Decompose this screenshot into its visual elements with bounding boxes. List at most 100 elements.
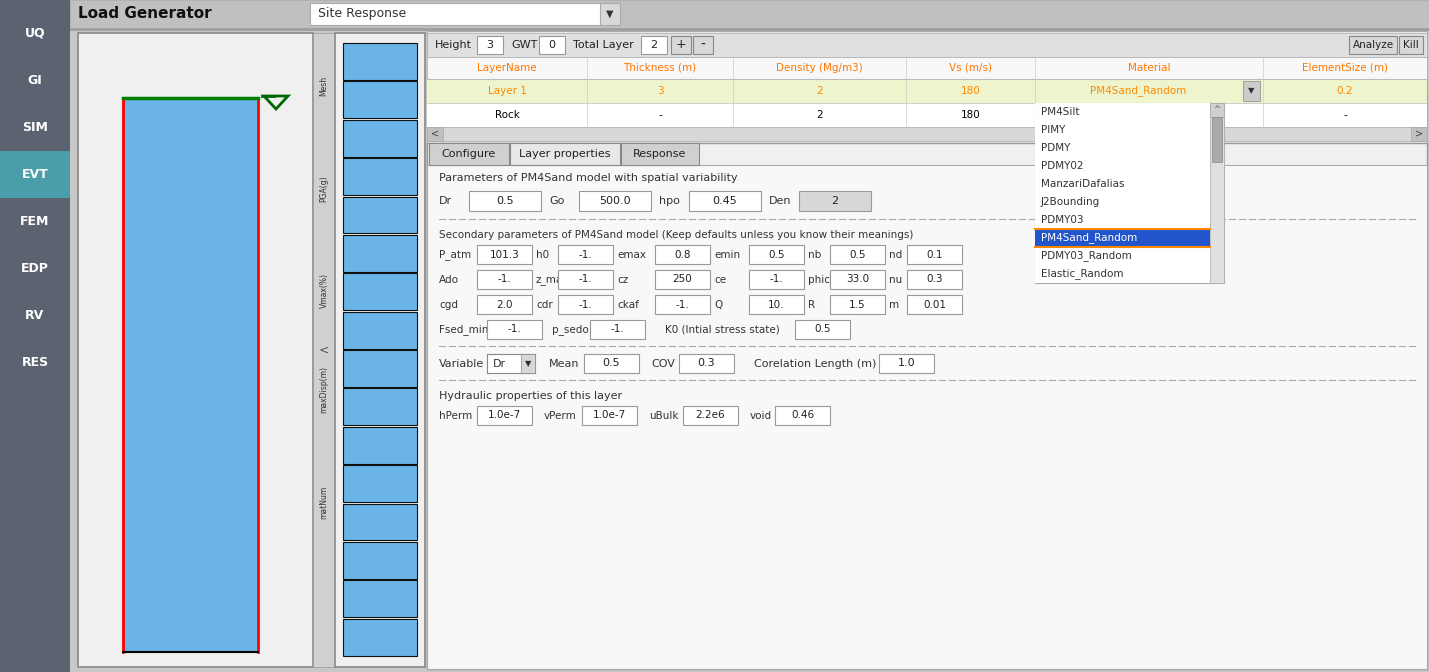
Text: hPerm: hPerm (439, 411, 472, 421)
Bar (557, 295, 613, 314)
Text: matNum: matNum (320, 486, 329, 519)
Text: Layer 1: Layer 1 (487, 86, 526, 96)
Text: -1.: -1. (770, 274, 783, 284)
Text: 0.5: 0.5 (769, 249, 785, 259)
Text: 0.01: 0.01 (923, 300, 946, 310)
Bar (907, 245, 962, 264)
Text: Site Response: Site Response (319, 7, 406, 21)
Bar (343, 274, 417, 310)
Text: h0: h0 (536, 250, 549, 260)
Bar (1035, 265, 1210, 283)
Text: <: < (432, 129, 439, 139)
Bar (1035, 175, 1210, 193)
Bar (343, 427, 417, 464)
Bar (654, 245, 710, 264)
Bar (830, 270, 885, 289)
Text: Layer properties: Layer properties (519, 149, 610, 159)
Text: Vmax(%): Vmax(%) (320, 273, 329, 308)
Bar (590, 320, 644, 339)
Text: ▼: ▼ (524, 360, 532, 368)
Bar (427, 57, 1428, 79)
Text: emax: emax (617, 250, 646, 260)
Text: Mesh: Mesh (320, 77, 329, 96)
Text: ElementSize (m): ElementSize (m) (1302, 63, 1388, 73)
Text: 101.3: 101.3 (490, 249, 519, 259)
Text: Height: Height (434, 40, 472, 50)
Bar (799, 191, 872, 211)
Text: 2: 2 (650, 40, 657, 50)
Text: 1.0e-7: 1.0e-7 (593, 411, 626, 421)
Text: Configure: Configure (442, 149, 496, 159)
Text: Analyze: Analyze (1352, 40, 1393, 50)
Bar (1035, 193, 1210, 211)
Text: PDMY03_Random: PDMY03_Random (1040, 251, 1132, 261)
Text: COV: COV (652, 359, 674, 369)
Bar (654, 270, 710, 289)
Text: 250: 250 (673, 274, 693, 284)
Text: Hydraulic properties of this layer: Hydraulic properties of this layer (439, 391, 622, 401)
Text: 2: 2 (816, 110, 823, 120)
Bar (1035, 157, 1210, 175)
Text: Q: Q (714, 300, 722, 310)
Text: 500.0: 500.0 (599, 196, 630, 206)
Text: Material: Material (1127, 63, 1170, 73)
Bar (907, 295, 962, 314)
Bar (79, 33, 313, 667)
Bar (0, 151, 70, 198)
Text: vPerm: vPerm (544, 411, 577, 421)
Text: -1.: -1. (610, 325, 624, 335)
Text: ce: ce (714, 275, 726, 285)
Text: PDMY03: PDMY03 (1040, 215, 1083, 225)
Bar (1210, 103, 1225, 283)
Bar (477, 406, 532, 425)
Bar (70, 28, 1429, 31)
Text: ckaf: ckaf (617, 300, 639, 310)
Bar (1035, 247, 1210, 265)
Text: z_max: z_max (536, 275, 569, 285)
Text: phic: phic (807, 275, 830, 285)
Bar (334, 33, 424, 667)
Bar (427, 127, 1428, 141)
Bar (1212, 117, 1222, 162)
Text: 0: 0 (549, 40, 556, 50)
Text: PDMY: PDMY (1040, 143, 1070, 153)
Text: cdr: cdr (536, 300, 553, 310)
Text: 1.0: 1.0 (897, 358, 916, 368)
Text: 2.0: 2.0 (496, 300, 513, 310)
Bar (672, 36, 692, 54)
Text: p_sedo: p_sedo (552, 325, 589, 335)
Bar (427, 165, 1428, 669)
Bar (310, 3, 620, 25)
Bar (343, 120, 417, 157)
Text: nu: nu (889, 275, 902, 285)
Bar (1035, 103, 1225, 283)
Text: cgd: cgd (439, 300, 459, 310)
Bar (557, 270, 613, 289)
Bar (557, 245, 613, 264)
Text: Density (Mg/m3): Density (Mg/m3) (776, 63, 863, 73)
Bar (749, 270, 805, 289)
Bar (477, 270, 532, 289)
Text: EDP: EDP (21, 262, 49, 275)
Text: -: - (659, 110, 662, 120)
Bar (343, 580, 417, 617)
Text: 3: 3 (486, 40, 493, 50)
Text: Corelation Length (m): Corelation Length (m) (755, 359, 876, 369)
Text: 0.3: 0.3 (697, 358, 716, 368)
Bar (683, 406, 737, 425)
Bar (427, 33, 1428, 57)
Text: SIM: SIM (21, 121, 49, 134)
Text: maxDisp(m): maxDisp(m) (320, 366, 329, 413)
Bar (343, 158, 417, 195)
Bar (1349, 36, 1398, 54)
Bar (343, 465, 417, 502)
Text: RES: RES (21, 356, 49, 369)
Text: Total Layer: Total Layer (573, 40, 633, 50)
Bar (487, 320, 542, 339)
Bar (487, 354, 534, 373)
Text: RV: RV (26, 309, 44, 322)
Text: Parameters of PM4Sand model with spatial variability: Parameters of PM4Sand model with spatial… (439, 173, 737, 183)
Bar (907, 270, 962, 289)
Text: 180: 180 (960, 86, 980, 96)
Bar (879, 354, 935, 373)
